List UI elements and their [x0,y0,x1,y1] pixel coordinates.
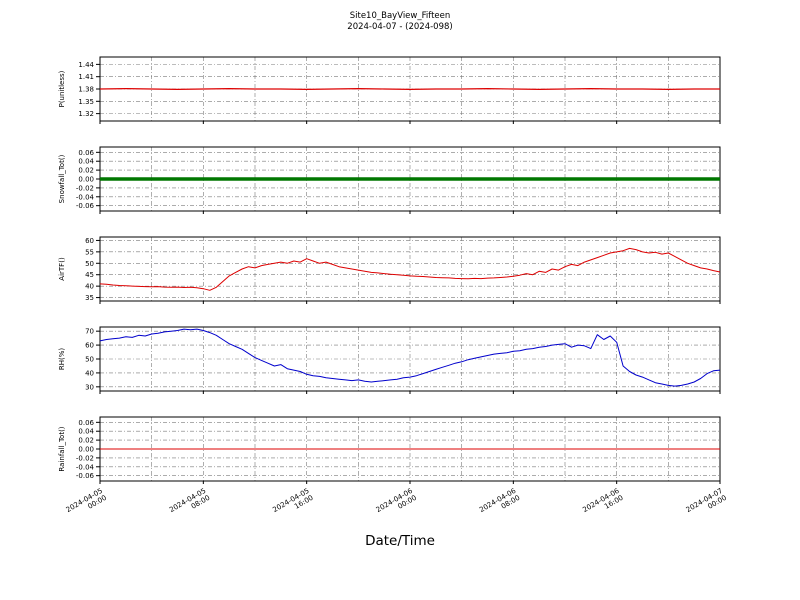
y-tick-label: -0.06 [76,202,95,210]
y-tick-label: 35 [85,294,94,302]
x-axis-title: Date/Time [365,533,435,549]
panel-frame [99,236,721,302]
x-tick-label: 2024-04-0508:00 [168,487,211,521]
y-tick-label: 1.44 [78,61,94,69]
x-tick-label: 2024-04-0616:00 [581,487,625,521]
y-tick-label: 0.06 [78,149,94,157]
y-tick-label: 0.02 [78,167,94,175]
y-tick-label: 0.00 [78,176,94,184]
x-tick-label: 2024-04-0600:00 [375,487,419,521]
y-tick-label: 1.38 [78,86,94,94]
y-tick-label: -0.02 [76,454,94,462]
y-tick-label: 55 [85,248,94,256]
y-tick-label: 0.06 [78,419,94,427]
y-tick-label: 40 [85,369,94,377]
y-tick-label: 0.00 [78,446,94,454]
x-tick-label: 2024-04-0608:00 [478,487,522,521]
y-axis-label: P(unitless) [58,70,66,107]
y-tick-label: 60 [85,342,94,350]
y-tick-label: 50 [85,356,94,364]
y-tick-label: -0.06 [76,472,95,480]
y-tick-label: 40 [85,283,94,291]
chart-title-line2: 2024-04-07 - (2024-098) [347,22,453,33]
y-tick-label: 45 [85,271,94,279]
series-line [99,247,721,291]
series-line [99,87,720,91]
y-axis-label: Rainfall_Tot() [58,426,66,471]
y-tick-label: 1.35 [78,98,94,106]
x-tick-label: 2024-04-0700:00 [685,487,728,521]
y-axis-label: Snowfall_Tot() [58,154,66,203]
y-tick-label: -0.04 [76,193,95,201]
y-tick-label: 1.41 [78,73,94,81]
y-tick-label: 30 [85,383,94,391]
y-tick-label: -0.04 [76,463,95,471]
y-tick-label: 50 [85,260,94,268]
x-tick-label: 2024-04-0500:00 [65,487,108,521]
chart-title-line1: Site10_BayView_Fifteen [349,11,451,21]
y-tick-label: 0.02 [78,437,94,445]
y-tick-label: 0.04 [78,428,94,436]
panel-frame [99,326,721,392]
y-axis-label: RH(%) [58,348,66,371]
y-tick-label: 60 [85,237,94,245]
y-axis-label: AirTF() [58,257,66,281]
y-tick-label: 0.04 [78,158,94,166]
y-tick-label: -0.02 [76,184,94,192]
y-tick-label: 70 [85,328,94,336]
series-line [99,328,721,387]
chart-title: Site10_BayView_Fifteen 2024-04-07 - (202… [0,11,800,33]
x-tick-label: 2024-04-0516:00 [271,487,314,521]
y-tick-label: 1.32 [78,110,94,118]
